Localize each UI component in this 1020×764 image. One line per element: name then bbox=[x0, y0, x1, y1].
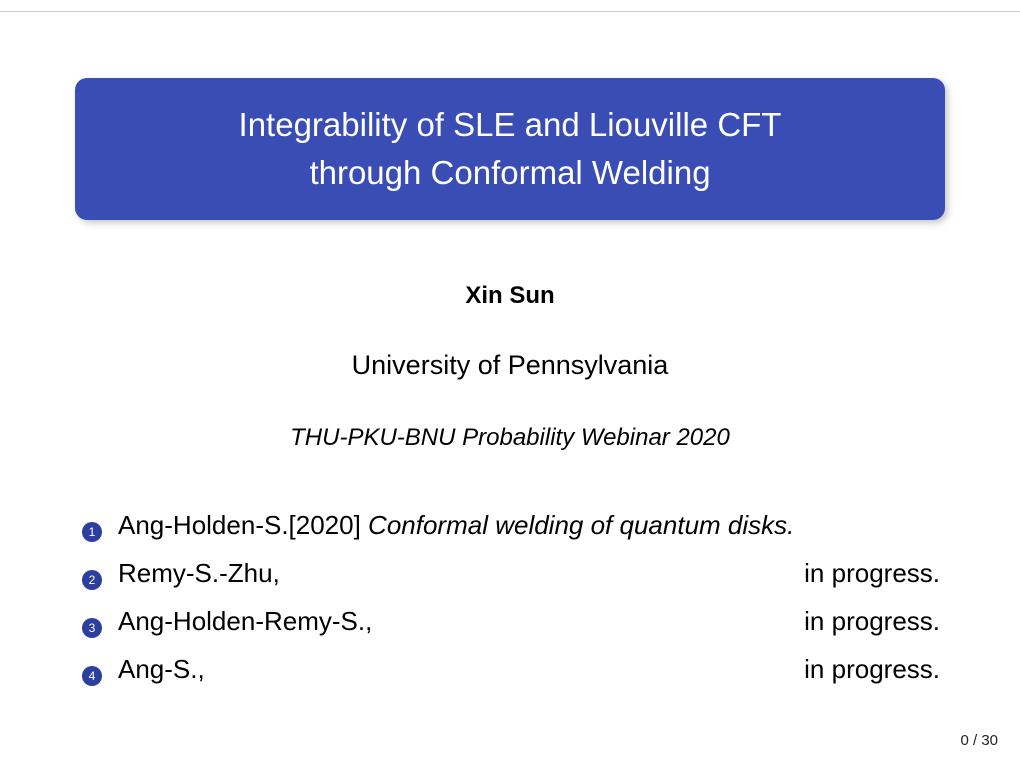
reference-left: Remy-S.-Zhu, bbox=[118, 556, 280, 591]
reference-bullet: 2 bbox=[82, 570, 102, 590]
reference-status: in progress. bbox=[804, 652, 940, 687]
reference-status: in progress. bbox=[804, 604, 940, 639]
reference-authors: Remy-S.-Zhu, bbox=[118, 558, 280, 588]
page-number: 0 / 30 bbox=[960, 732, 998, 749]
title-line-2: through Conformal Welding bbox=[309, 149, 710, 197]
page-current: 0 bbox=[960, 732, 968, 749]
reference-authors: Ang-Holden-Remy-S., bbox=[118, 606, 372, 636]
reference-text: Ang-Holden-Remy-S., in progress. bbox=[118, 604, 940, 639]
reference-bullet: 1 bbox=[82, 522, 102, 542]
reference-left: Ang-Holden-S.[2020] Conformal welding of… bbox=[118, 508, 794, 543]
reference-text: Remy-S.-Zhu, in progress. bbox=[118, 556, 940, 591]
reference-item: 1 Ang-Holden-S.[2020] Conformal welding o… bbox=[82, 508, 940, 543]
reference-bullet: 4 bbox=[82, 666, 102, 686]
reference-text: Ang-S., in progress. bbox=[118, 652, 940, 687]
page-total: 30 bbox=[981, 732, 998, 749]
reference-item: 3 Ang-Holden-Remy-S., in progress. bbox=[82, 604, 940, 639]
reference-title: Conformal welding of quantum disks. bbox=[368, 510, 794, 540]
reference-bullet: 3 bbox=[82, 618, 102, 638]
top-rule bbox=[0, 11, 1020, 12]
title-line-1: Integrability of SLE and Liouville CFT bbox=[239, 101, 782, 149]
reference-authors: Ang-S., bbox=[118, 654, 205, 684]
reference-item: 2 Remy-S.-Zhu, in progress. bbox=[82, 556, 940, 591]
author: Xin Sun bbox=[0, 282, 1020, 310]
reference-left: Ang-Holden-Remy-S., bbox=[118, 604, 372, 639]
reference-text: Ang-Holden-S.[2020] Conformal welding of… bbox=[118, 508, 940, 543]
page-sep: / bbox=[969, 732, 982, 749]
reference-status: in progress. bbox=[804, 556, 940, 591]
reference-left: Ang-S., bbox=[118, 652, 205, 687]
venue: THU-PKU-BNU Probability Webinar 2020 bbox=[0, 424, 1020, 452]
reference-item: 4 Ang-S., in progress. bbox=[82, 652, 940, 687]
reference-authors: Ang-Holden-S.[2020] bbox=[118, 510, 368, 540]
reference-list: 1 Ang-Holden-S.[2020] Conformal welding o… bbox=[82, 508, 940, 700]
affiliation: University of Pennsylvania bbox=[0, 350, 1020, 381]
title-block: Integrability of SLE and Liouville CFT t… bbox=[75, 78, 945, 220]
